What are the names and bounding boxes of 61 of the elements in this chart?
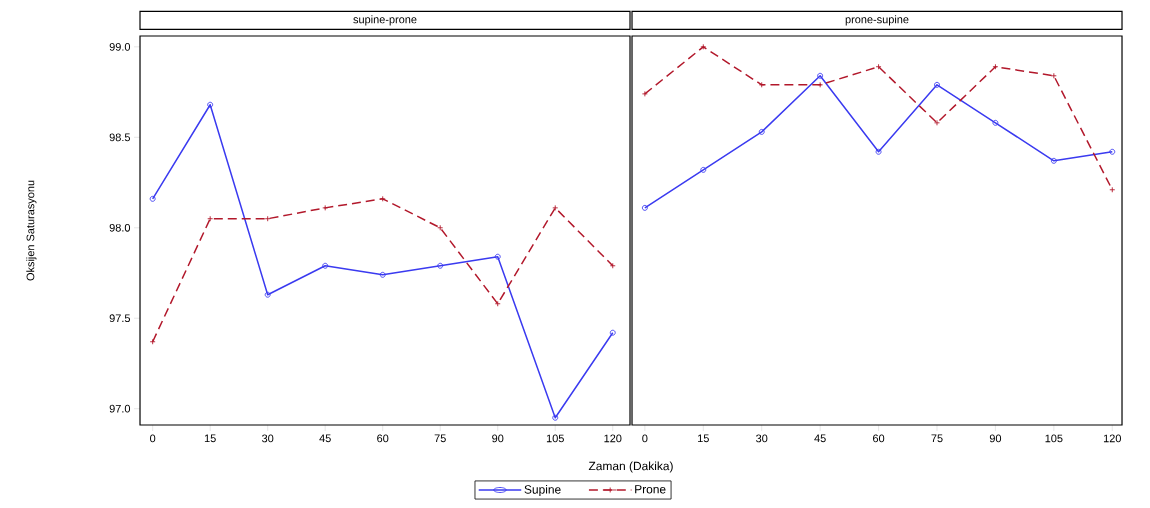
point	[437, 262, 444, 269]
point	[552, 414, 559, 421]
point	[1050, 72, 1057, 79]
point	[875, 63, 882, 70]
point	[379, 195, 386, 202]
point	[1109, 186, 1116, 193]
point	[207, 101, 214, 108]
point	[641, 90, 648, 97]
point	[758, 128, 765, 135]
point	[264, 291, 271, 298]
y-tick-label: 98.0	[109, 223, 131, 232]
point	[494, 253, 501, 260]
point	[700, 43, 707, 50]
point	[1050, 157, 1057, 164]
x-tick-label: 0	[642, 434, 648, 443]
point	[875, 148, 882, 155]
point	[552, 204, 559, 211]
legend-label: Prone	[635, 485, 666, 494]
y-tick-label: 97.5	[109, 314, 131, 323]
x-tick-label: 30	[262, 434, 274, 443]
x-tick-label: 30	[756, 434, 768, 443]
x-tick-label: 75	[434, 434, 446, 443]
point	[494, 300, 501, 307]
x-tick-label: 105	[546, 434, 564, 443]
point	[992, 119, 999, 126]
point	[609, 262, 616, 269]
point	[379, 271, 386, 278]
point	[934, 81, 940, 88]
x-tick-label: 105	[1045, 434, 1063, 443]
point	[264, 215, 271, 222]
point	[817, 72, 824, 79]
x-tick-label: 90	[492, 434, 504, 443]
point	[322, 262, 329, 269]
x-tick-label: 60	[377, 434, 389, 443]
x-axis-title: Zaman (Dakika)	[588, 461, 673, 473]
point	[322, 204, 329, 211]
x-tick-label: 45	[319, 434, 331, 443]
point	[758, 81, 765, 88]
chart-title: prone-supine	[845, 15, 909, 26]
x-tick-label: 0	[150, 434, 156, 443]
point	[207, 215, 214, 222]
point	[700, 166, 707, 173]
x-tick-label: 15	[204, 434, 216, 443]
point	[992, 63, 999, 70]
point	[149, 338, 156, 345]
y-tick-label: 98.5	[109, 133, 131, 142]
legend-label: Supine	[524, 484, 561, 497]
point	[437, 224, 444, 231]
x-tick-label: 90	[989, 434, 1002, 443]
chart-title: supine-prone	[353, 15, 417, 26]
y-axis-title: Oksijen Saturasyonu	[26, 180, 37, 281]
x-tick-label: 45	[814, 434, 826, 443]
x-tick-label: 120	[1103, 434, 1121, 443]
y-tick-label: 97.0	[109, 404, 131, 413]
x-tick-label: 75	[931, 434, 943, 443]
point	[817, 81, 824, 88]
y-tick-label: 99.0	[109, 42, 131, 51]
point	[934, 119, 940, 126]
x-tick-label: 15	[698, 434, 709, 443]
x-tick-label: 120	[604, 434, 622, 443]
x-tick-label: 60	[873, 434, 885, 443]
